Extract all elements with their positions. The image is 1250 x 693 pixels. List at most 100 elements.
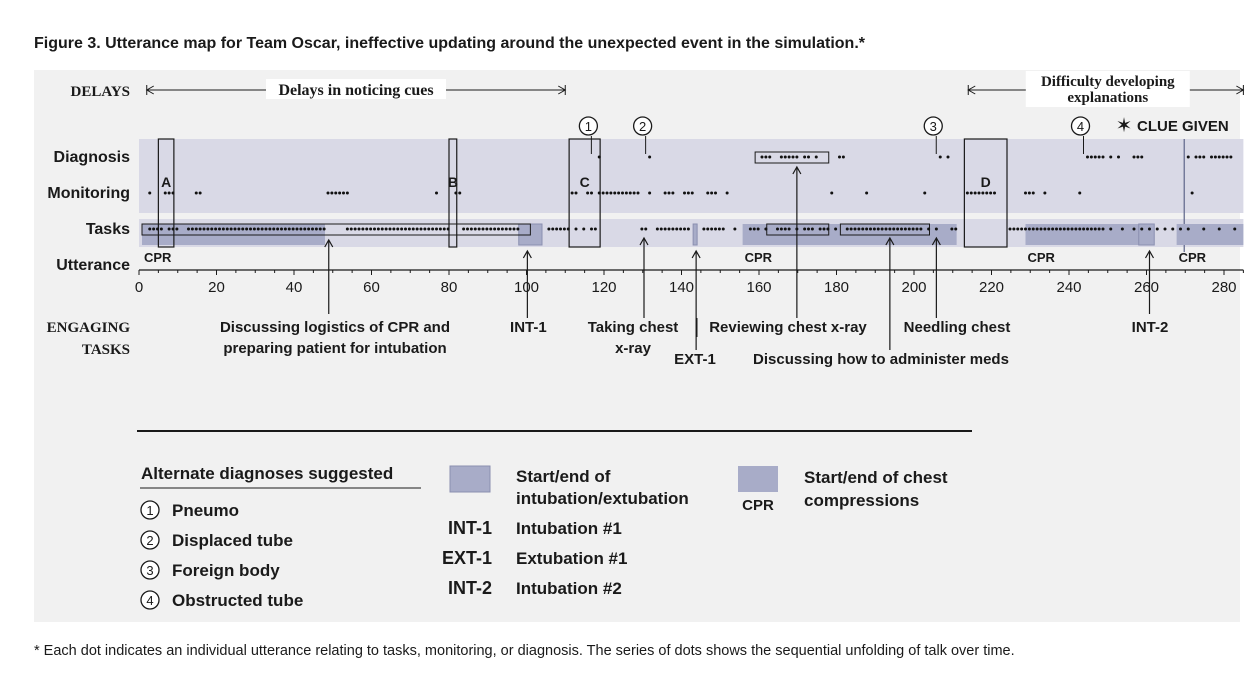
cpr-region-4: [1176, 224, 1244, 245]
utterance-dot-tasks: [756, 227, 760, 231]
utterance-dot-diagnosis: [1217, 155, 1221, 159]
utterance-dot-tasks: [303, 227, 307, 231]
utterance-dot-tasks: [493, 227, 497, 231]
utterance-dot-tasks: [233, 227, 237, 231]
utterance-dot-tasks: [159, 227, 163, 231]
utterance-dot-monitoring: [636, 191, 640, 195]
legend-cpr-label-line2: compressions: [804, 491, 919, 510]
utterance-dot-tasks: [221, 227, 225, 231]
utterance-dot-tasks: [431, 227, 435, 231]
annot-taking-xray-line2: x-ray: [615, 340, 652, 357]
utterance-dot-tasks: [322, 227, 326, 231]
utterance-dot-tasks: [388, 227, 392, 231]
utterance-dot-tasks: [810, 227, 814, 231]
utterance-dot-tasks: [167, 227, 171, 231]
utterance-dot-monitoring: [198, 191, 202, 195]
delay2-label-bg: [1025, 71, 1190, 107]
delay-label-explanations: Difficulty developing explanations: [1041, 74, 1175, 106]
utterance-dot-tasks: [396, 227, 400, 231]
utterance-dot-tasks: [361, 227, 365, 231]
utterance-dot-tasks: [311, 227, 314, 231]
row-label-tasks: Tasks: [86, 221, 130, 238]
utterance-dot-diagnosis: [1101, 155, 1105, 159]
utterance-dot-tasks: [822, 227, 826, 231]
x-tick-label: 120: [591, 279, 616, 296]
utterance-dot-tasks: [287, 227, 291, 231]
utterance-dot-tasks: [547, 227, 551, 231]
utterance-dot-tasks: [702, 227, 706, 231]
utterance-dot-tasks: [907, 227, 911, 231]
utterance-dot-tasks: [260, 227, 264, 231]
utterance-dot-monitoring: [1031, 191, 1035, 195]
utterance-dot-monitoring: [981, 191, 985, 195]
utterance-dot-tasks: [896, 227, 900, 231]
utterance-dot-tasks: [380, 227, 384, 231]
box-label-a: A: [161, 174, 171, 190]
utterance-map-chart: Diagnosis Monitoring Tasks DELAYS Delays in…: [47, 71, 1245, 610]
utterance-dot-diagnosis: [1198, 155, 1202, 159]
utterance-dot-tasks: [442, 227, 446, 231]
utterance-dot-monitoring: [667, 191, 671, 195]
utterance-dot-tasks: [229, 227, 233, 231]
utterance-dot-tasks: [392, 227, 396, 231]
utterance-dot-tasks: [407, 227, 411, 231]
utterance-dot-monitoring: [1190, 191, 1194, 195]
utterance-dot-tasks: [888, 227, 892, 231]
utterance-dot-tasks: [1047, 227, 1051, 231]
utterance-dot-tasks: [376, 227, 380, 231]
utterance-dot-tasks: [504, 227, 508, 231]
x-tick-label: 0: [135, 279, 143, 296]
delay-span-noticing-left-arrow: [145, 85, 154, 95]
utterance-dot-tasks: [1024, 227, 1027, 231]
legend-diagnosis-1-circle: [140, 500, 160, 520]
utterance-dot-monitoring: [570, 191, 574, 195]
engaging-header-line1: ENGAGING: [47, 320, 131, 336]
utterance-dot-tasks: [869, 227, 872, 231]
utterance-dot-tasks: [559, 227, 562, 231]
utterance-dot-tasks: [400, 227, 404, 231]
utterance-dot-tasks: [706, 227, 710, 231]
utterance-dot-diagnosis: [760, 155, 764, 159]
utterance-dot-tasks: [175, 227, 179, 231]
utterance-dot-monitoring: [993, 191, 996, 195]
utterance-dot-tasks: [1148, 227, 1151, 231]
utterance-dot-tasks: [466, 227, 469, 231]
utterance-dot-tasks: [202, 227, 206, 231]
box-label-c: C: [580, 174, 590, 190]
utterance-dot-tasks: [872, 227, 876, 231]
utterance-dot-monitoring: [663, 191, 667, 195]
annot-reviewing-xray: Reviewing chest x-ray: [709, 319, 867, 336]
utterance-dot-tasks: [714, 227, 717, 231]
arrow-ext1-head: [691, 249, 701, 259]
utterance-dot-monitoring: [690, 191, 694, 195]
utterance-dot-monitoring: [326, 191, 330, 195]
legend-event-label-1: Intubation #1: [516, 519, 622, 538]
x-tick-label: 180: [824, 279, 849, 296]
utterance-dot-tasks: [249, 227, 252, 231]
utterance-dot-monitoring: [671, 191, 675, 195]
legend-event-label-2: Extubation #1: [516, 549, 627, 568]
engaging-header-line2: TASKS: [82, 342, 130, 358]
row-label-diagnosis: Diagnosis: [54, 149, 131, 166]
utterance-dot-tasks: [900, 227, 903, 231]
legend-diagnosis-3-label: Foreign body: [172, 561, 280, 580]
utterance-dot-monitoring: [345, 191, 349, 195]
utterance-dot-tasks: [562, 227, 566, 231]
utterance-dot-tasks: [148, 227, 152, 231]
utterance-dot-diagnosis: [1221, 155, 1225, 159]
utterance-dot-tasks: [1074, 227, 1078, 231]
utterance-dot-tasks: [415, 227, 419, 231]
utterance-dot-monitoring: [617, 191, 621, 195]
diagnosis-monitoring-band: [139, 139, 1244, 213]
utterance-dot-tasks: [861, 227, 865, 231]
task-bracket-cpr-logistics: [141, 223, 531, 236]
utterance-dot-tasks: [1086, 227, 1089, 231]
utterance-dot-monitoring: [338, 191, 342, 195]
diagnosis-marker-2-circle: [632, 116, 653, 136]
utterance-dot-monitoring: [330, 191, 334, 195]
utterance-dot-diagnosis: [783, 155, 787, 159]
utterance-dot-monitoring: [686, 191, 690, 195]
utterance-dot-tasks: [473, 227, 477, 231]
utterance-dot-diagnosis: [838, 155, 841, 159]
utterance-dot-tasks: [369, 227, 373, 231]
